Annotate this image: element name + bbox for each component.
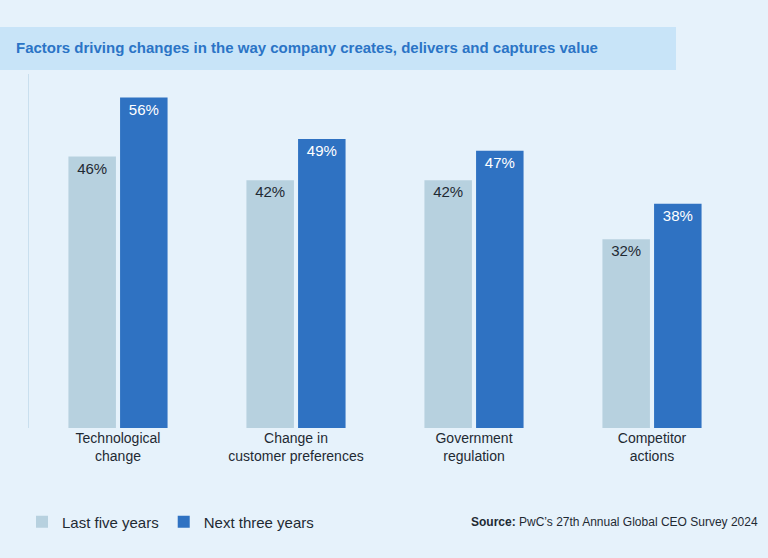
svg-text:46%: 46% (77, 160, 107, 177)
svg-text:Factors driving changes in the: Factors driving changes in the way compa… (16, 39, 598, 56)
svg-text:38%: 38% (663, 207, 693, 224)
svg-text:49%: 49% (307, 142, 337, 159)
svg-text:Governmentregulation: Governmentregulation (435, 430, 512, 464)
svg-text:32%: 32% (611, 242, 641, 259)
svg-text:Competitoractions: Competitoractions (618, 430, 687, 464)
svg-text:47%: 47% (485, 154, 515, 171)
svg-text:Last five years: Last five years (62, 514, 159, 531)
svg-text:42%: 42% (433, 183, 463, 200)
svg-text:Technologicalchange: Technologicalchange (76, 430, 161, 464)
svg-text:Source: PwC’s 27th Annual Glob: Source: PwC’s 27th Annual Global CEO Sur… (471, 515, 758, 529)
svg-text:Next three years: Next three years (204, 514, 314, 531)
svg-text:56%: 56% (129, 101, 159, 118)
svg-text:42%: 42% (255, 183, 285, 200)
svg-text:Change incustomer preferences: Change incustomer preferences (228, 430, 363, 464)
